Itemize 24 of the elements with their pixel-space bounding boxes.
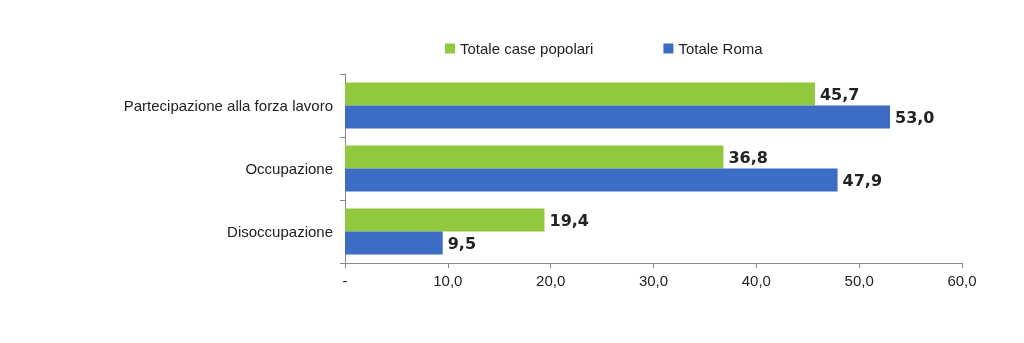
bar	[345, 168, 838, 192]
x-tick-label: 50,0	[844, 272, 874, 289]
x-tick-label: -	[342, 272, 348, 289]
bar	[345, 82, 815, 106]
x-tick-label: 20,0	[536, 272, 566, 289]
y-tick-label: Partecipazione alla forza lavoro	[123, 97, 333, 114]
data-label: 36,8	[728, 147, 768, 167]
data-label: 47,9	[842, 170, 883, 190]
y-tick-label: Disoccupazione	[227, 223, 333, 240]
x-tick-label: 60,0	[947, 272, 977, 289]
data-label: 45,7	[819, 84, 860, 104]
y-tick-label: Occupazione	[245, 160, 333, 177]
data-label: 19,4	[549, 210, 589, 230]
x-tick-label: 40,0	[741, 272, 771, 289]
bar	[345, 231, 443, 255]
legend-label: Totale Roma	[678, 40, 764, 57]
x-tick-label: 30,0	[638, 272, 669, 289]
x-tick-label: 10,0	[433, 272, 463, 289]
bar	[345, 208, 545, 232]
data-label: 53,0	[895, 107, 935, 127]
data-label: 9,5	[447, 233, 477, 253]
legend-label: Totale case popolari	[460, 40, 594, 57]
bar	[345, 105, 891, 129]
bar	[345, 145, 724, 169]
